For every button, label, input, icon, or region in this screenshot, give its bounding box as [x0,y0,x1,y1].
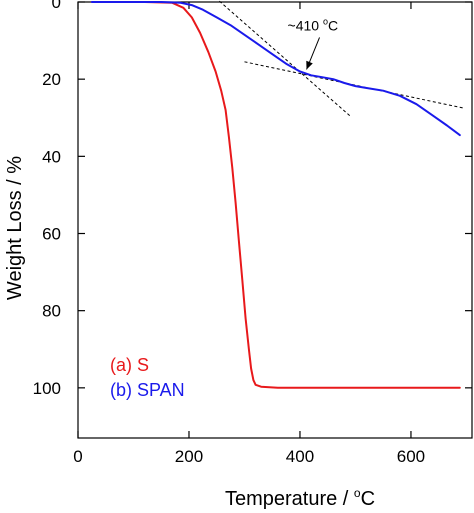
annotation-arrowhead [306,60,313,70]
plot-frame [77,1,473,439]
x-tick-label-400: 400 [286,447,314,466]
annotation-label-sup: o [323,16,328,26]
x-axis-title-sup: o [354,486,361,500]
x-tick-label-0: 0 [73,447,82,466]
x-axis-title-main: Temperature / [225,488,354,510]
y-tick-label-40: 40 [42,147,61,166]
x-tick-label-200: 200 [175,447,203,466]
annotation-label: ~410 oC [288,16,339,33]
annotation-label-unit: C [328,17,338,33]
legend-entry-s: (a) S [110,355,149,375]
annotation-label-main: ~410 [288,17,323,33]
y-tick-label-60: 60 [42,225,61,244]
y-tick-label-20: 20 [42,70,61,89]
y-tick-label-100: 100 [33,379,61,398]
series-line-span [90,1,461,137]
y-axis-title: Weight Loss / % [4,156,26,300]
x-tick-label-600: 600 [397,447,425,466]
axis-ticks: 0 200 400 600 0 20 40 60 80 100 [33,0,472,466]
legend-entry-span: (b) SPAN [110,380,185,400]
series-line-s [90,1,461,389]
legend: (a) S (b) SPAN [110,355,185,400]
annotation: ~410 oC [288,16,339,70]
y-tick-label-0: 0 [52,0,61,12]
x-axis-title: Temperature / oC [225,486,375,510]
y-tick-label-80: 80 [42,302,61,321]
x-axis-title-unit: C [361,488,375,510]
data-series [90,1,461,389]
